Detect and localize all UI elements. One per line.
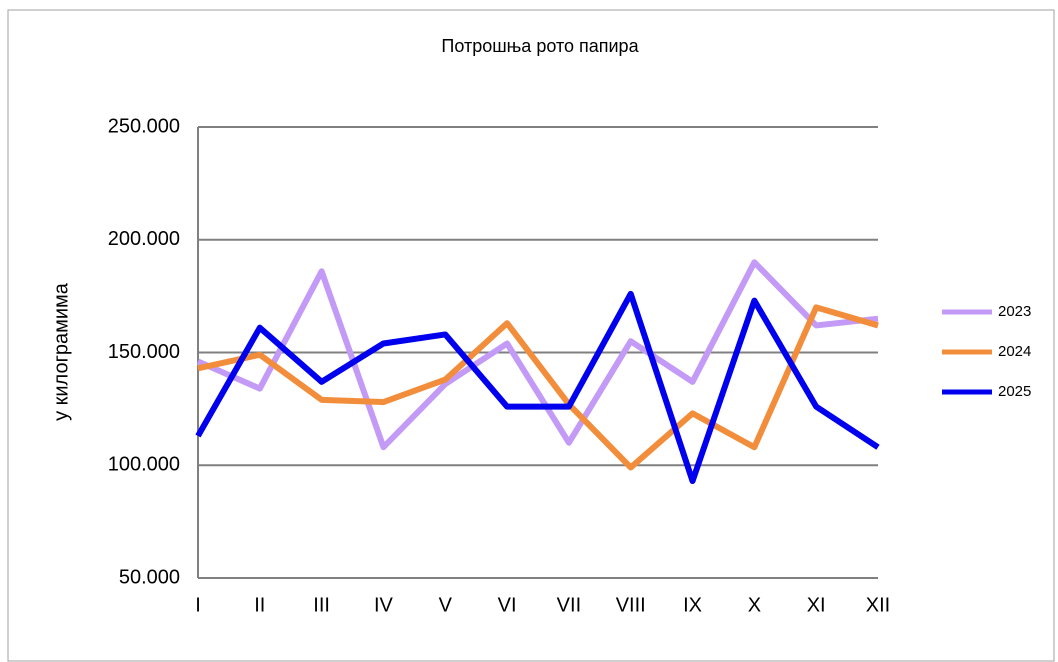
- y-tick-label: 100.000: [108, 454, 180, 476]
- data-line: [196, 259, 879, 451]
- x-tick-label: X: [748, 594, 761, 616]
- y-tick-label: 50.000: [119, 566, 180, 588]
- data-line: [195, 290, 880, 485]
- legend-label: 2025: [998, 383, 1031, 400]
- chart-title: Потрошња рото папира: [441, 36, 639, 56]
- x-tick-label: I: [195, 594, 201, 616]
- x-tick-label: II: [254, 594, 265, 616]
- x-tick-label: IV: [374, 594, 394, 616]
- y-axis-label: у килограмима: [50, 282, 72, 421]
- x-tick-label: VII: [557, 594, 581, 616]
- x-tick-label: VIII: [616, 594, 646, 616]
- x-tick-label: XII: [866, 594, 890, 616]
- y-tick-label: 250.000: [108, 115, 180, 137]
- y-tick-label: 200.000: [108, 228, 180, 250]
- x-tick-label: III: [313, 594, 330, 616]
- x-tick-label: VI: [498, 594, 517, 616]
- y-tick-label: 150.000: [108, 341, 180, 363]
- chart-border: [7, 9, 1055, 662]
- x-tick-label: XI: [807, 594, 826, 616]
- legend-label: 2023: [998, 303, 1031, 320]
- x-tick-label: V: [439, 594, 453, 616]
- legend-label: 2024: [998, 343, 1031, 360]
- x-tick-label: IX: [683, 594, 702, 616]
- data-line: [197, 304, 879, 471]
